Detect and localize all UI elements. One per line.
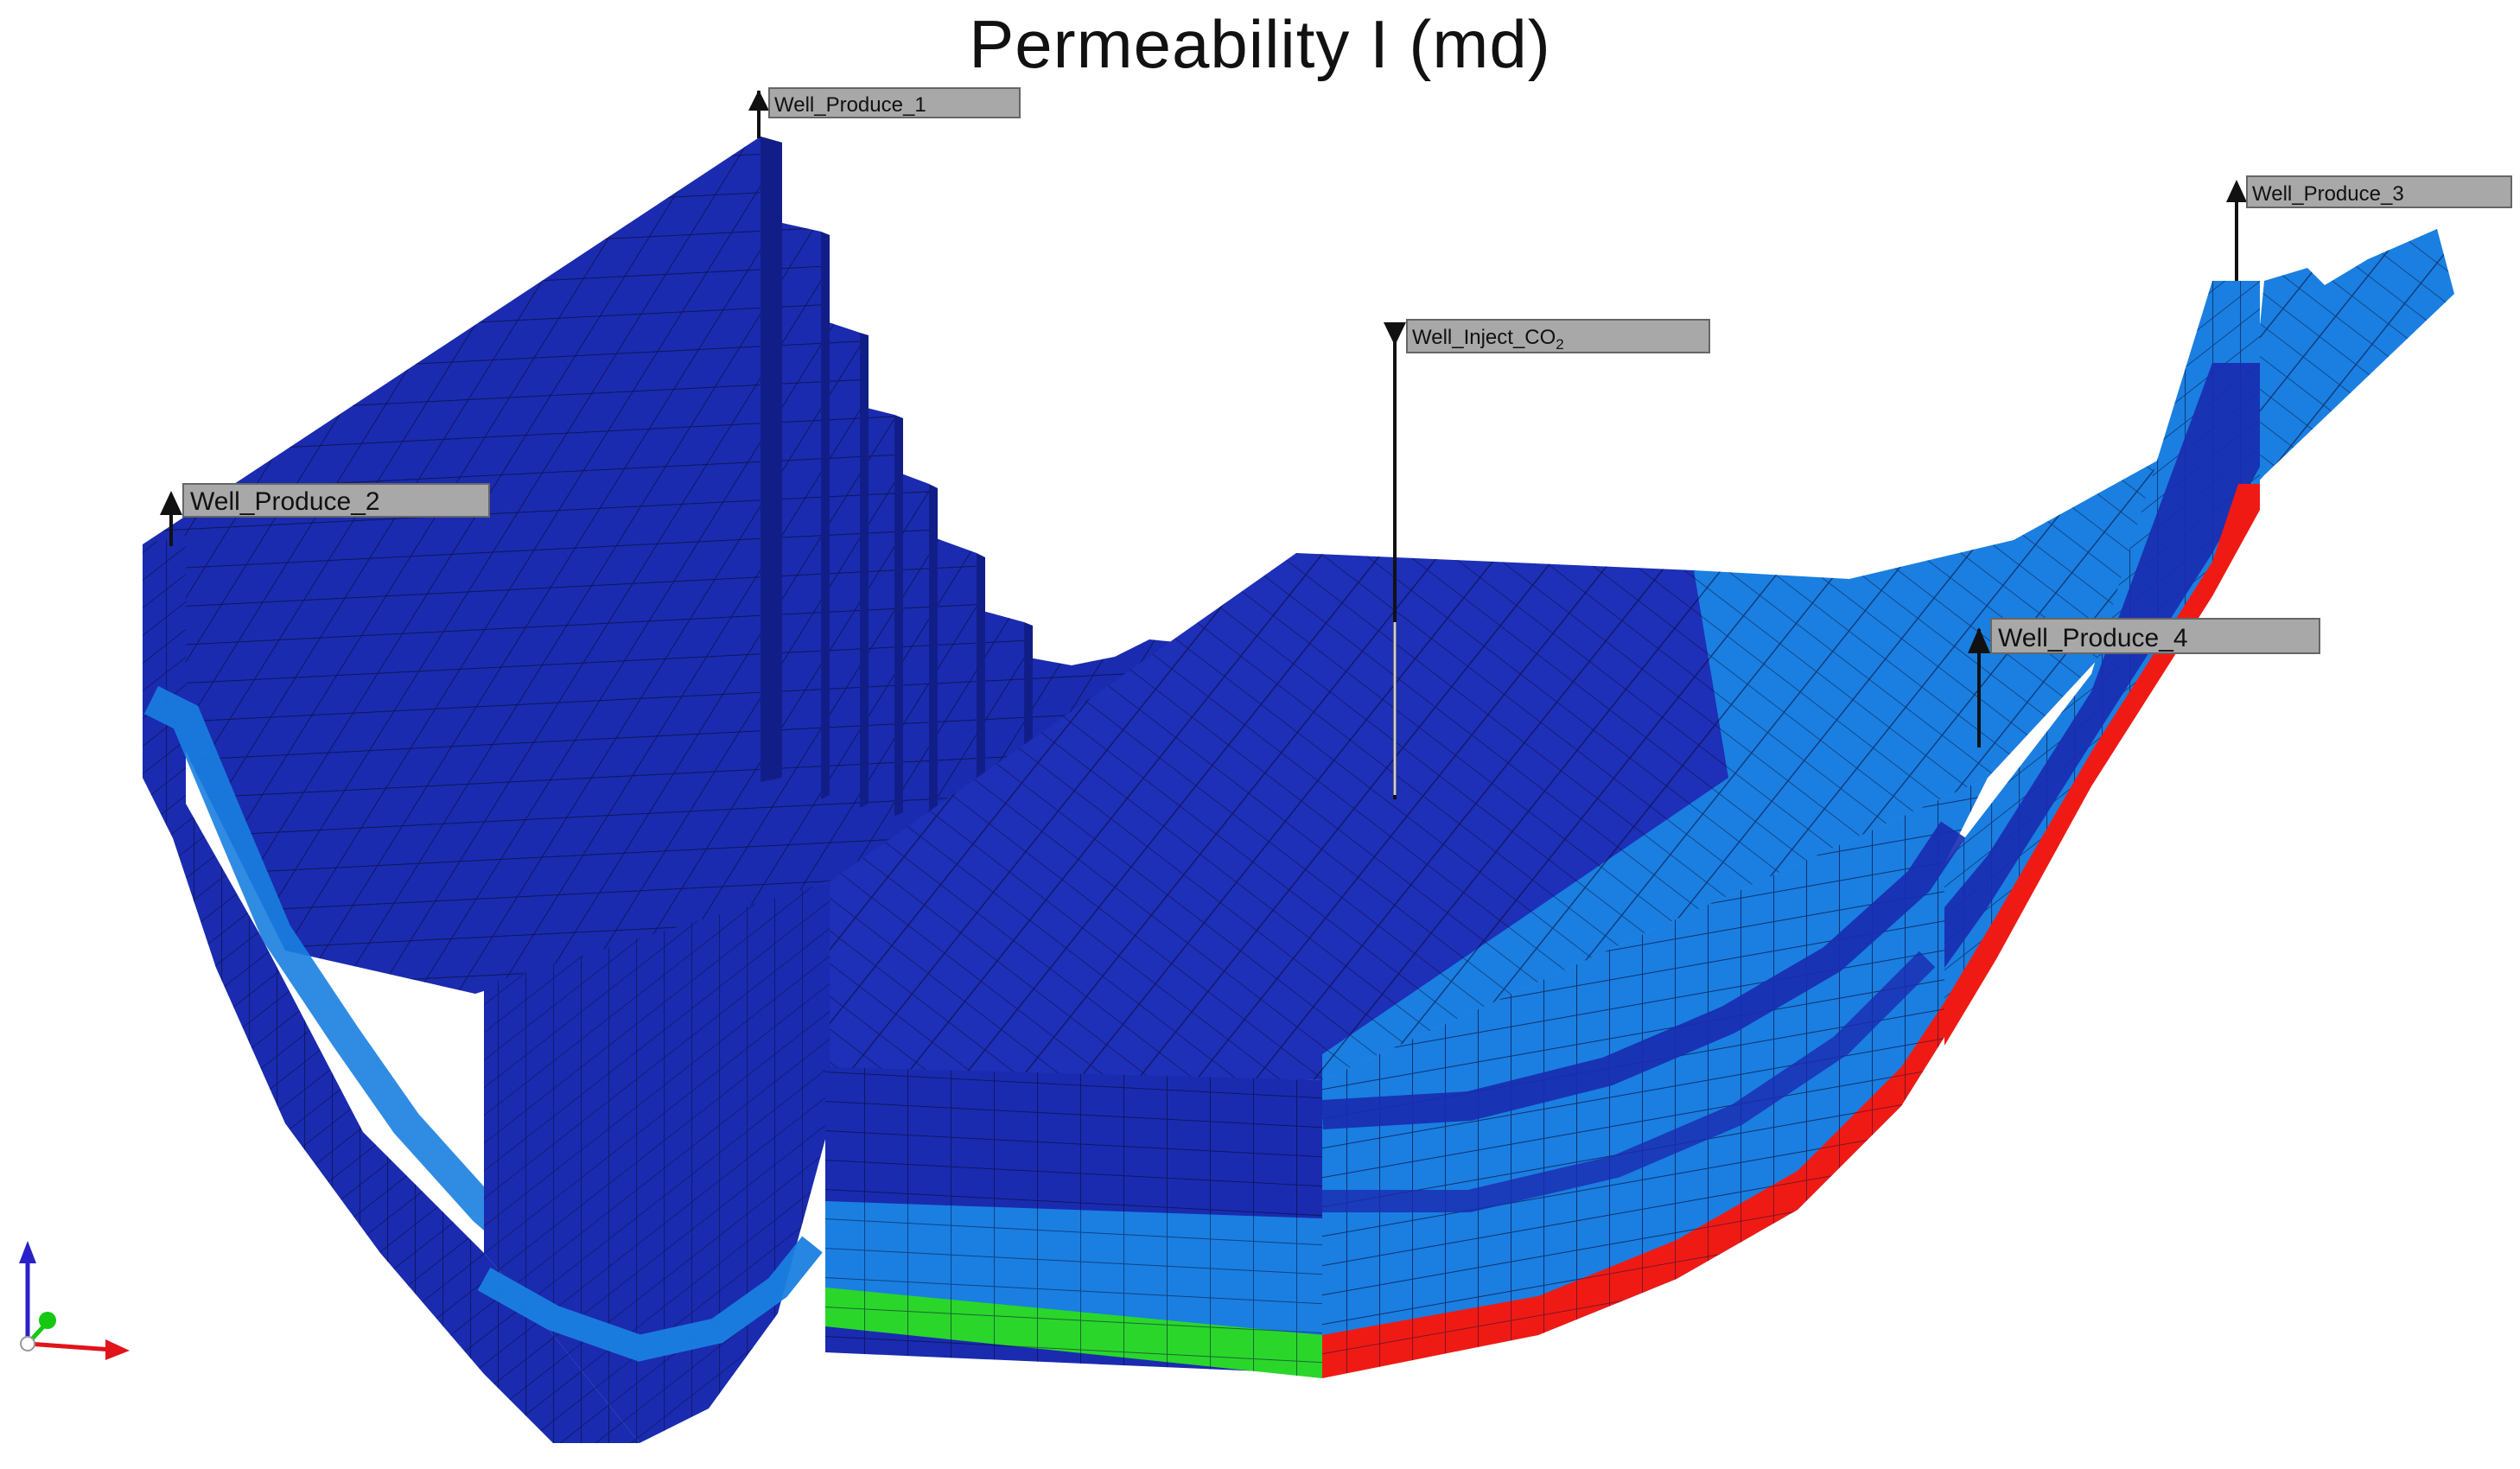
well-label: Well_Produce_1 bbox=[774, 93, 926, 117]
well-label: Well_Inject_CO2 bbox=[1412, 326, 1564, 353]
arrow-up-icon bbox=[748, 90, 769, 111]
xyz-axes-icon bbox=[19, 1241, 130, 1360]
well-inject-co2[interactable]: Well_Inject_CO2 bbox=[1384, 319, 1710, 799]
arrow-down-icon bbox=[1384, 322, 1406, 346]
well-produce-3[interactable]: Well_Produce_3 bbox=[2226, 175, 2512, 281]
well-label: Well_Produce_4 bbox=[1998, 624, 2188, 652]
well-produce-2[interactable]: Well_Produce_2 bbox=[160, 483, 490, 546]
right-limb bbox=[1321, 229, 2454, 1378]
figure-title: Permeability I (md) bbox=[969, 6, 1551, 82]
arrow-up-icon bbox=[160, 491, 182, 515]
well-label: Well_Produce_3 bbox=[2252, 182, 2404, 206]
left-limb-step-walls bbox=[760, 137, 1033, 843]
well-produce-1[interactable]: Well_Produce_1 bbox=[748, 87, 1021, 138]
well-produce-4[interactable]: Well_Produce_4 bbox=[1968, 618, 2320, 747]
arrow-up-icon bbox=[1968, 627, 1990, 653]
well-label: Well_Produce_2 bbox=[190, 487, 380, 516]
arrow-up-icon bbox=[2226, 180, 2247, 202]
